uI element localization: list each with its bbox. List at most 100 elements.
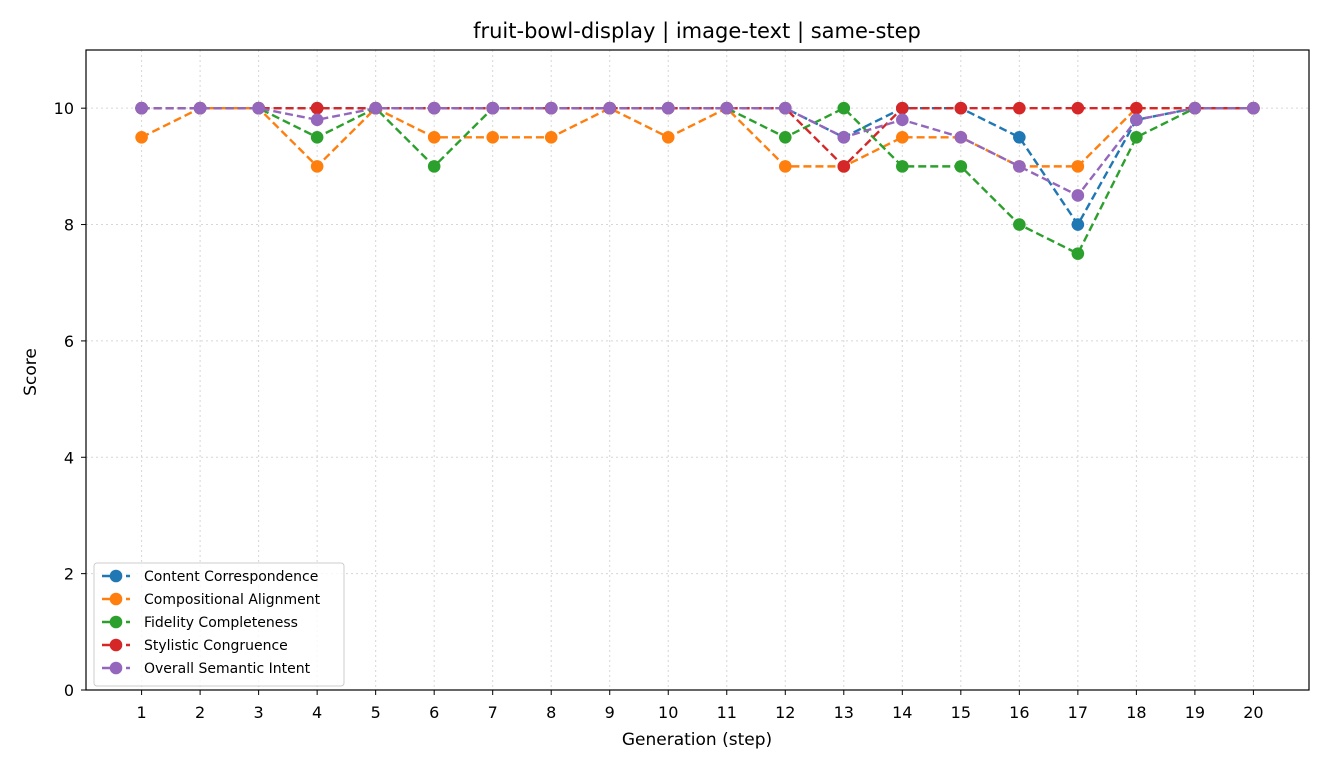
x-tick-label: 18 xyxy=(1126,703,1146,722)
data-point xyxy=(1188,101,1202,115)
series-3 xyxy=(135,101,1260,260)
x-tick-label: 9 xyxy=(605,703,615,722)
data-point xyxy=(661,101,675,115)
data-point xyxy=(778,160,792,173)
data-point xyxy=(837,101,851,115)
data-point xyxy=(778,101,792,115)
data-point xyxy=(954,160,968,173)
data-point xyxy=(720,101,734,115)
data-point xyxy=(486,130,499,144)
data-point xyxy=(1071,218,1085,231)
data-point xyxy=(1071,189,1085,202)
legend-item: Content Correspondence xyxy=(102,569,318,585)
y-tick-label: 0 xyxy=(64,681,74,700)
data-point xyxy=(252,101,265,115)
legend-item: Overall Semantic Intent xyxy=(102,661,311,677)
data-point xyxy=(1071,160,1085,173)
data-point xyxy=(135,101,148,115)
data-point xyxy=(544,101,558,115)
y-axis-label: Score xyxy=(21,348,41,396)
x-tick-label: 7 xyxy=(488,703,498,722)
x-tick-label: 17 xyxy=(1068,703,1088,722)
chart-title: fruit-bowl-display | image-text | same-s… xyxy=(473,19,921,44)
data-point xyxy=(837,130,851,144)
legend-label: Stylistic Congruence xyxy=(144,638,288,654)
data-point xyxy=(544,130,558,144)
data-point xyxy=(193,101,207,115)
legend-label: Overall Semantic Intent xyxy=(144,661,311,677)
x-tick-label: 20 xyxy=(1243,703,1263,722)
data-point xyxy=(837,160,851,173)
x-tick-label: 4 xyxy=(312,703,322,722)
legend-item: Stylistic Congruence xyxy=(102,638,288,654)
legend-marker xyxy=(109,638,123,652)
data-point xyxy=(310,113,324,127)
x-tick-label: 14 xyxy=(892,703,912,722)
data-point xyxy=(954,130,968,144)
series-line xyxy=(141,106,1254,227)
legend-item: Compositional Alignment xyxy=(102,592,321,608)
data-point xyxy=(896,130,909,144)
data-point xyxy=(1071,101,1085,115)
data-point xyxy=(896,113,909,127)
data-point xyxy=(427,160,441,173)
y-tick-label: 10 xyxy=(54,99,74,118)
series-4 xyxy=(135,101,1260,173)
x-tick-label: 2 xyxy=(195,703,205,722)
x-axis-label: Generation (step) xyxy=(622,730,772,750)
series-1 xyxy=(135,101,1260,231)
x-tick-label: 10 xyxy=(658,703,678,722)
legend-item: Fidelity Completeness xyxy=(102,615,298,631)
data-point xyxy=(310,101,324,115)
legend-label: Compositional Alignment xyxy=(144,592,321,608)
series-2 xyxy=(135,101,1260,173)
series-5 xyxy=(135,101,1260,202)
data-point xyxy=(1013,160,1026,173)
x-tick-label: 6 xyxy=(429,703,439,722)
x-tick-label: 13 xyxy=(834,703,854,722)
data-point xyxy=(896,101,909,115)
x-tick-label: 16 xyxy=(1009,703,1029,722)
data-point xyxy=(369,101,382,115)
series-line xyxy=(141,106,1254,256)
legend-marker xyxy=(109,615,123,629)
x-tick-label: 19 xyxy=(1185,703,1205,722)
legend-marker xyxy=(109,661,123,675)
data-point xyxy=(427,130,441,144)
legend-marker xyxy=(109,592,123,606)
data-point xyxy=(1247,101,1260,115)
data-point xyxy=(1130,130,1143,144)
legend-box xyxy=(93,562,345,687)
data-point xyxy=(1013,101,1026,115)
data-point xyxy=(1013,130,1026,144)
data-point xyxy=(1130,101,1143,115)
data-point xyxy=(310,130,324,144)
series-line xyxy=(141,106,1254,169)
data-point xyxy=(486,101,499,115)
x-tick-label: 8 xyxy=(546,703,556,722)
x-tick-label: 12 xyxy=(775,703,795,722)
y-tick-label: 4 xyxy=(64,448,74,467)
data-point xyxy=(954,101,968,115)
legend-label: Fidelity Completeness xyxy=(144,615,298,631)
series-layer xyxy=(135,101,1260,260)
x-tick-label: 5 xyxy=(371,703,381,722)
legend: Content Correspondence Compositional Alig… xyxy=(93,562,345,687)
x-tick-label: 1 xyxy=(136,703,146,722)
data-point xyxy=(896,160,909,173)
y-tick-label: 8 xyxy=(64,216,74,235)
data-point xyxy=(135,130,148,144)
y-tick-label: 2 xyxy=(64,565,74,584)
x-tick-label: 3 xyxy=(254,703,264,722)
series-line xyxy=(141,106,1254,197)
data-point xyxy=(1071,247,1085,260)
y-tick-label: 6 xyxy=(64,332,74,351)
data-point xyxy=(778,130,792,144)
legend-marker xyxy=(109,569,123,583)
data-point xyxy=(310,160,324,173)
x-tick-label: 11 xyxy=(717,703,737,722)
data-point xyxy=(1130,113,1143,127)
data-point xyxy=(661,130,675,144)
